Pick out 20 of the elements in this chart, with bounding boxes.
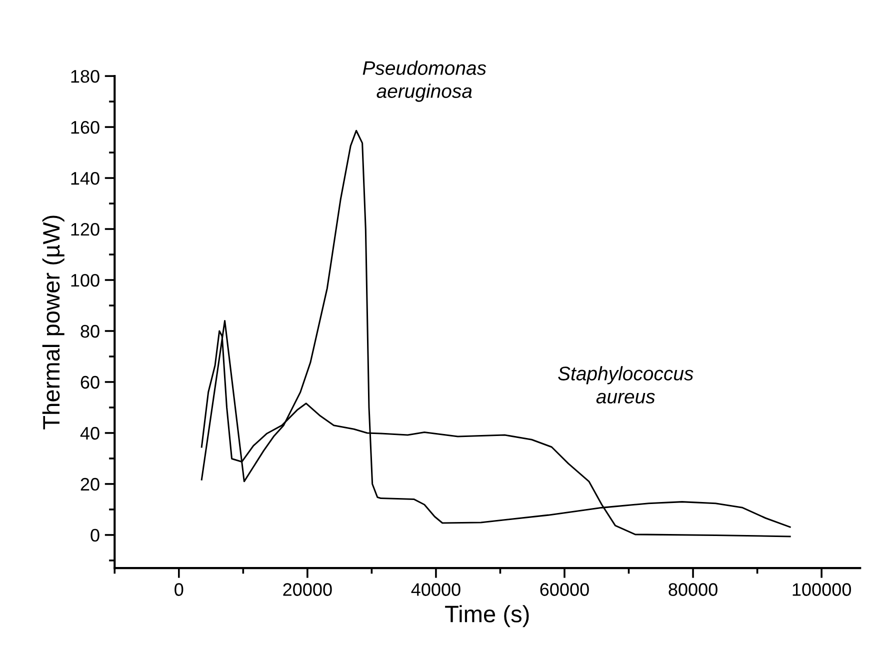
y-tick-label: 60 — [80, 376, 100, 389]
y-tick-label: 180 — [71, 70, 100, 83]
y-tick-label: 0 — [90, 528, 100, 542]
x-tick-label: 20000 — [283, 583, 332, 596]
y-tick-label: 80 — [80, 324, 100, 338]
y-tick-label: 160 — [71, 120, 100, 134]
x-tick-label: 0 — [174, 583, 184, 596]
annotation: Pseudomonas aeruginosa — [362, 60, 486, 102]
x-axis-title: Time (s) — [445, 605, 529, 628]
x-tick-label: 100000 — [792, 583, 851, 596]
y-tick-label: 120 — [71, 222, 100, 236]
y-tick-label: 100 — [71, 274, 100, 287]
y-axis-title: Thermal power (µW) — [42, 216, 64, 430]
annotation: Staphylococcus aureus — [558, 366, 694, 404]
x-tick-label: 80000 — [668, 583, 718, 596]
y-tick-label: 20 — [80, 478, 100, 491]
y-tick-label: 140 — [71, 172, 100, 185]
x-tick-label: 60000 — [540, 583, 589, 596]
y-tick-label: 40 — [80, 426, 100, 440]
x-tick-label: 40000 — [411, 583, 460, 596]
